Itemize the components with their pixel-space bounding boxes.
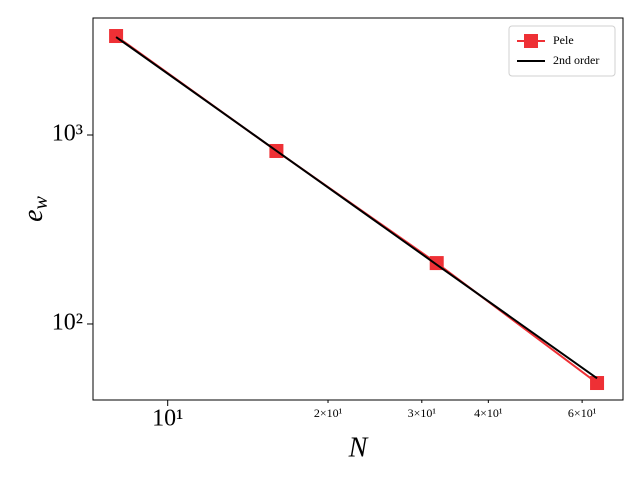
plot-frame: [92, 17, 624, 401]
y-tick-label: 10³: [52, 120, 83, 146]
legend-marker: [524, 34, 538, 48]
x-tick-label: 3×10¹: [408, 406, 437, 420]
x-tick-label: 4×10¹: [474, 406, 503, 420]
series-line: [115, 36, 598, 380]
series-marker: [590, 376, 605, 391]
x-tick-label: 10¹: [152, 406, 183, 432]
x-tick-label: 6×10¹: [568, 406, 597, 420]
y-axis-label: ew: [18, 195, 51, 221]
y-tick-label: 10²: [52, 309, 83, 335]
x-tick-label: 2×10¹: [314, 406, 343, 420]
legend-label: Pele: [553, 33, 574, 47]
legend-label: 2nd order: [553, 53, 599, 67]
x-axis-label: N: [348, 432, 369, 463]
